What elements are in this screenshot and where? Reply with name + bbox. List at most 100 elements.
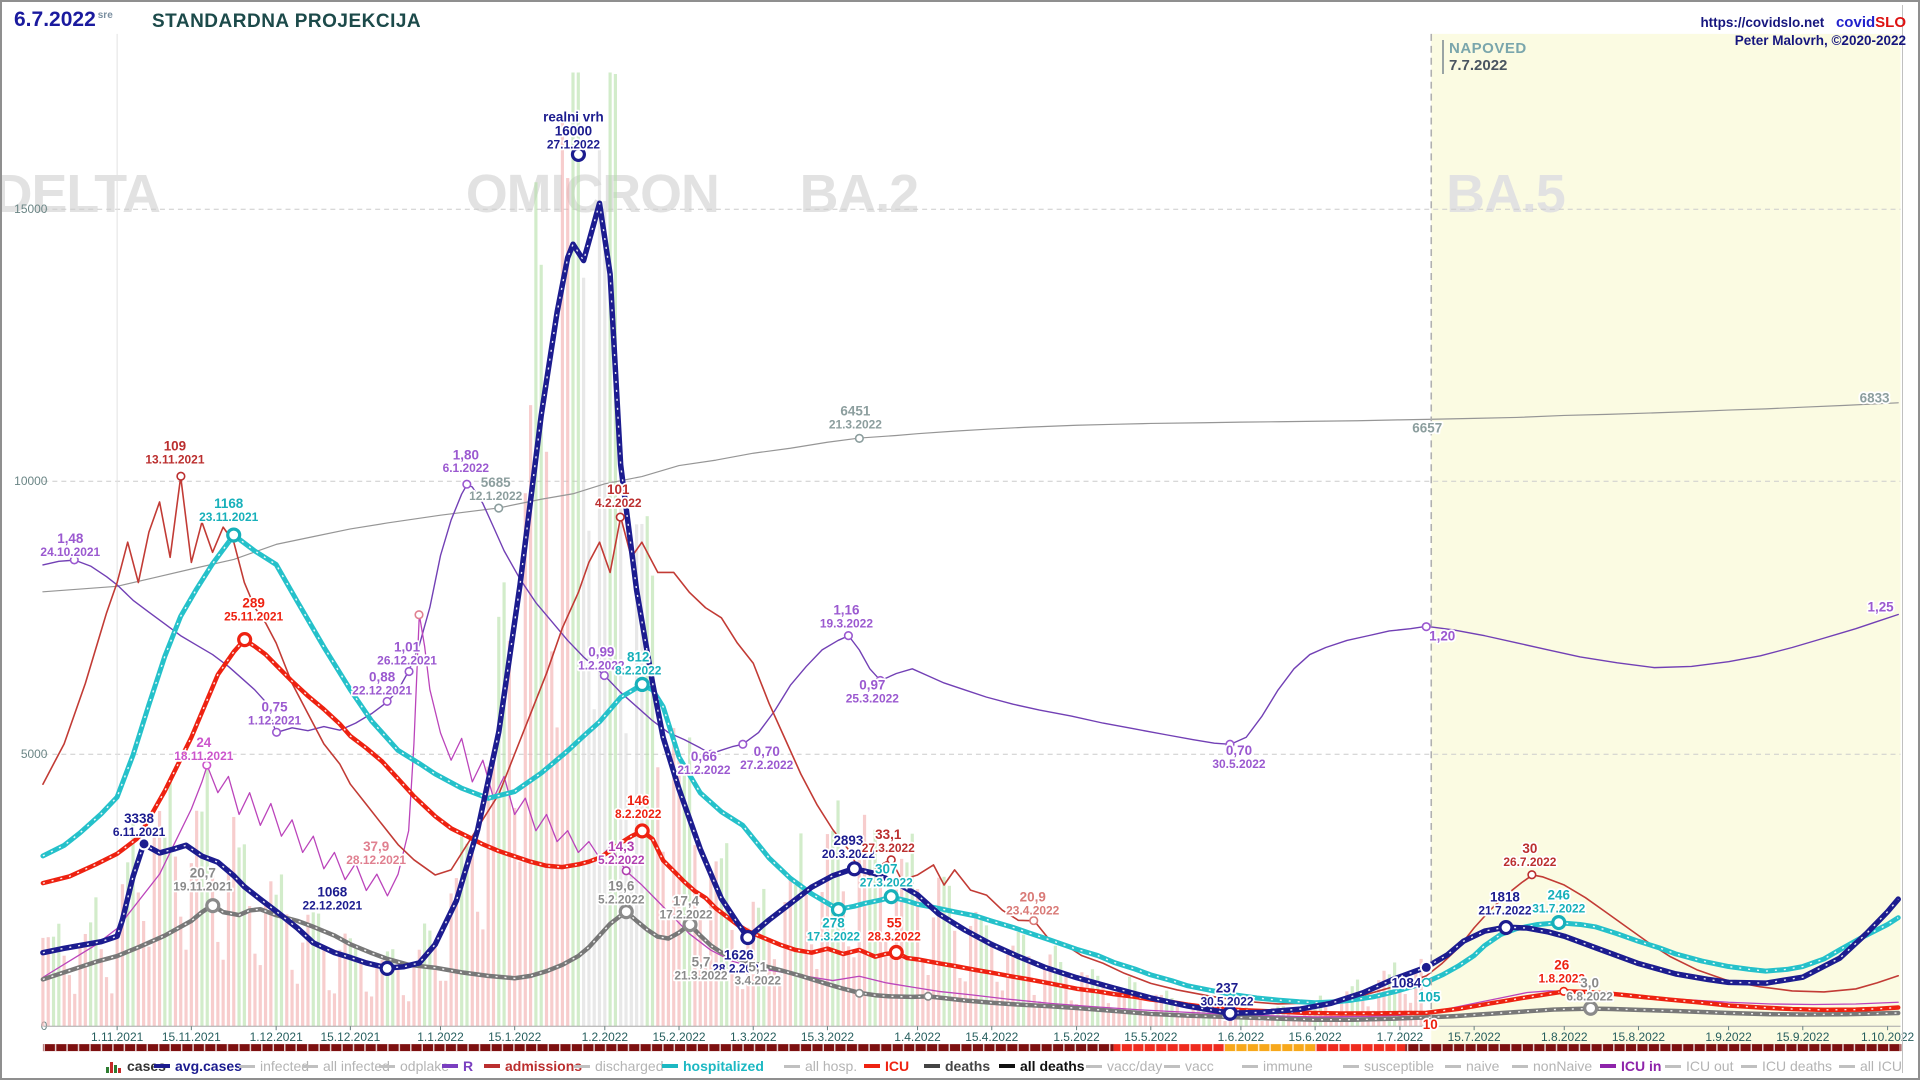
annotation-date: 18.11.2021	[174, 749, 233, 763]
annotation-date: 27.3.2022	[862, 841, 915, 855]
legend-item-label: ICU out	[1686, 1058, 1734, 1074]
legend-line-swatch	[442, 1064, 458, 1068]
legend-line-swatch	[1741, 1064, 1757, 1068]
forecast-date: 7.7.2022	[1449, 57, 1508, 74]
legend-item-label: odplake	[400, 1058, 450, 1074]
legend-item-vacc[interactable]: vacc	[1164, 1058, 1214, 1074]
annotation-value: 0,66	[691, 749, 717, 764]
legend-item-label: avg.cases	[175, 1058, 242, 1074]
legend-item-r[interactable]: R	[442, 1058, 473, 1074]
annotation-value: 10	[1423, 1017, 1438, 1032]
annotation-value: 3,0	[1580, 975, 1599, 990]
annotation-value: 1168	[214, 496, 244, 511]
annotation-value: 1068	[317, 885, 347, 900]
annotation-date: 28.3.2022	[868, 930, 921, 944]
legend-item-infected[interactable]: infected	[239, 1058, 309, 1074]
legend-bar: cases avg.cases infected all infected odplak…	[2, 1058, 1918, 1078]
data-marker	[137, 837, 151, 851]
legend-item-naive[interactable]: naive	[1445, 1058, 1499, 1074]
annotation-value: 246	[1548, 888, 1570, 903]
legend-line-swatch	[1343, 1064, 1359, 1068]
legend-item-icu-deaths[interactable]: ICU deaths	[1741, 1058, 1832, 1074]
data-marker	[1222, 1005, 1238, 1021]
legend-item-icu-in[interactable]: ICU in	[1600, 1058, 1661, 1074]
annotation-date: 5.2.2022	[598, 893, 645, 907]
data-marker	[843, 631, 853, 641]
annotation-date: 31.7.2022	[1532, 902, 1585, 916]
x-tick-label: 15.2.2022	[652, 1030, 705, 1044]
legend-item-label: nonNaive	[1533, 1058, 1593, 1074]
annotation-date: 8.2.2022	[615, 663, 662, 677]
legend-line-swatch	[239, 1064, 255, 1068]
legend-item-all-hosp-[interactable]: all hosp.	[784, 1058, 857, 1074]
annotation-date: 17.2.2022	[659, 908, 712, 922]
legend-item-label: hospitalized	[683, 1058, 764, 1074]
site-url-link[interactable]: https://covidslo.net	[1700, 15, 1825, 30]
series-hospitalized	[40, 532, 1901, 1006]
x-tick-label: 1.2.2022	[582, 1030, 629, 1044]
legend-item-icu-out[interactable]: ICU out	[1665, 1058, 1733, 1074]
annotation-value: 1,01	[394, 640, 421, 655]
legend-line-swatch	[924, 1064, 940, 1068]
legend-item-deaths[interactable]: deaths	[924, 1058, 990, 1074]
annotation-date: 5.2.2022	[598, 853, 645, 867]
data-marker	[886, 855, 896, 865]
data-marker	[1419, 960, 1433, 974]
annotation-date: 23.11.2021	[199, 510, 258, 524]
legend-item-icu[interactable]: ICU	[864, 1058, 909, 1074]
annotation-date: 6.1.2022	[443, 461, 490, 475]
legend-item-label: all ICU	[1860, 1058, 1903, 1074]
legend-item-cases[interactable]: cases	[106, 1058, 166, 1074]
legend-item-label: cases	[127, 1058, 166, 1074]
annotation-value: 26	[1554, 957, 1569, 972]
data-marker	[854, 433, 864, 443]
legend-item-nonnaive[interactable]: nonNaive	[1512, 1058, 1592, 1074]
data-marker	[414, 610, 424, 620]
annotation-value: 19,6	[608, 879, 634, 894]
data-marker	[271, 727, 282, 737]
legend-line-swatch	[662, 1064, 678, 1068]
variant-watermark: BA.2	[800, 164, 919, 224]
legend-item-all-infected[interactable]: all infected	[302, 1058, 390, 1074]
timeline-strip-segment	[1315, 1044, 1406, 1052]
legend-line-swatch	[1665, 1064, 1681, 1068]
annotation-date: 1.8.2022	[1539, 971, 1586, 985]
annotation-value: 1,16	[833, 603, 859, 618]
annotation-value: 3338	[124, 811, 154, 826]
legend-item-label: all hosp.	[805, 1058, 858, 1074]
annotation-date: 4.2.2022	[595, 496, 642, 510]
legend-item-label: all infected	[323, 1058, 390, 1074]
data-marker	[854, 988, 864, 998]
legend-item-admissions[interactable]: admissions	[484, 1058, 582, 1074]
annotation-value: 33,1	[875, 827, 902, 842]
series-avg_cases	[40, 200, 1901, 1016]
annotation-value: 1,80	[453, 447, 479, 462]
legend-item-label: susceptible	[1364, 1058, 1435, 1074]
legend-line-swatch	[1086, 1064, 1102, 1068]
legend-item-discharged[interactable]: discharged	[574, 1058, 664, 1074]
legend-item-label: infected	[260, 1058, 310, 1074]
x-tick-label: 15.5.2022	[1124, 1030, 1177, 1044]
data-marker	[888, 944, 904, 961]
legend-item-susceptible[interactable]: susceptible	[1343, 1058, 1434, 1074]
annotation-date: 22.12.2021	[352, 683, 412, 697]
data-marker	[846, 861, 862, 877]
data-marker	[494, 503, 504, 513]
legend-item-all-icu[interactable]: all ICU	[1839, 1058, 1902, 1074]
legend-item-avg-cases[interactable]: avg.cases	[154, 1058, 242, 1074]
annotation-value: 1,20	[1429, 629, 1455, 644]
series-admissions	[42, 475, 1900, 1005]
legend-item-odplake[interactable]: odplake	[379, 1058, 449, 1074]
legend-item-all-deaths[interactable]: all deaths	[999, 1058, 1085, 1074]
series-all_deaths	[42, 402, 1899, 593]
annotation-value: 5685	[481, 475, 511, 490]
legend-item-label: ICU deaths	[1762, 1058, 1833, 1074]
legend-item-immune[interactable]: immune	[1242, 1058, 1313, 1074]
legend-item-hospitalized[interactable]: hospitalized	[662, 1058, 764, 1074]
annotation-value: 6451	[840, 403, 870, 418]
x-tick-label: 1.4.2022	[894, 1030, 941, 1044]
data-marker	[382, 696, 392, 706]
x-tick-label: 15.11.2021	[162, 1030, 221, 1044]
legend-item-vacc-day[interactable]: vacc/day	[1086, 1058, 1162, 1074]
data-marker	[1583, 1000, 1599, 1016]
